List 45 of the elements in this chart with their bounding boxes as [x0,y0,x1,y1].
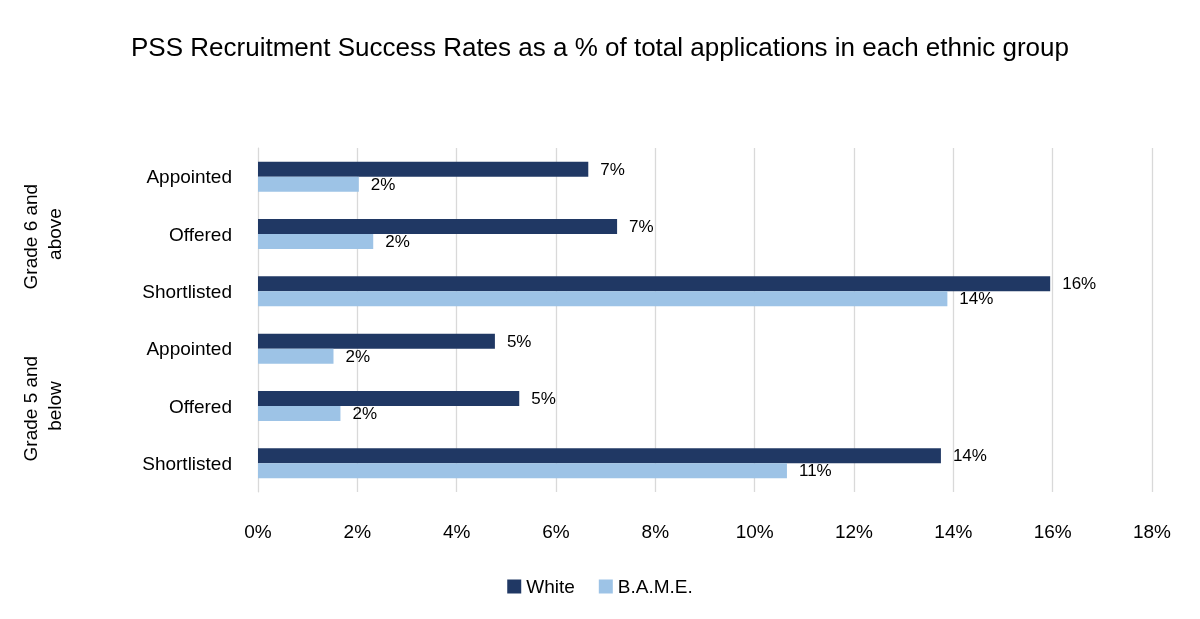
data-label: 2% [385,232,410,251]
data-label: 2% [345,346,371,366]
y-tick-label: Offered [168,395,232,417]
bar [258,234,374,249]
data-label: 14% [952,446,987,466]
data-label: 11% [798,461,832,481]
x-tick-label: 8% [641,521,670,542]
x-tick-label: 2% [343,521,372,542]
bar [258,333,495,349]
legend-label: B.A.M.E. [617,576,693,597]
x-tick-label: 18% [1132,521,1172,542]
data-label: 5% [506,331,532,351]
y-tick-label: Shortlisted [142,280,232,302]
text: Grade 5 and below [19,350,65,462]
bar [258,291,948,307]
x-tick-label: 6% [542,521,570,542]
x-tick-label: 14% [934,521,973,542]
bar [258,391,520,406]
data-label: 2% [352,404,378,423]
text: Grade 6 and above [19,178,65,290]
x-tick-label: 16% [1033,521,1072,542]
data-label: 2% [370,174,396,194]
bar [258,463,787,479]
bar [258,161,589,177]
bar [258,406,341,421]
x-tick-label: 10% [735,521,774,542]
bar [258,348,334,364]
bar [258,219,618,234]
x-tick-label: 12% [834,521,874,542]
data-label: 7% [600,159,625,179]
x-tick-label: 0% [244,521,272,542]
bar [258,176,359,192]
chart-title: PSS Recruitment Success Rates as a % of total applications in each ethnic group [131,32,1069,62]
data-label: 5% [531,389,556,408]
bar [258,448,941,464]
y-tick-label: Appointed [146,166,232,188]
x-tick-label: 4% [442,521,471,542]
y-tick-label: Shortlisted [142,452,232,474]
bar [258,276,1051,292]
data-label: 16% [1062,274,1097,294]
data-label: 14% [959,289,994,309]
legend-label: White [526,576,575,597]
y-tick-label: Offered [168,223,232,245]
data-label: 7% [629,217,654,236]
y-tick-label: Appointed [146,338,232,360]
